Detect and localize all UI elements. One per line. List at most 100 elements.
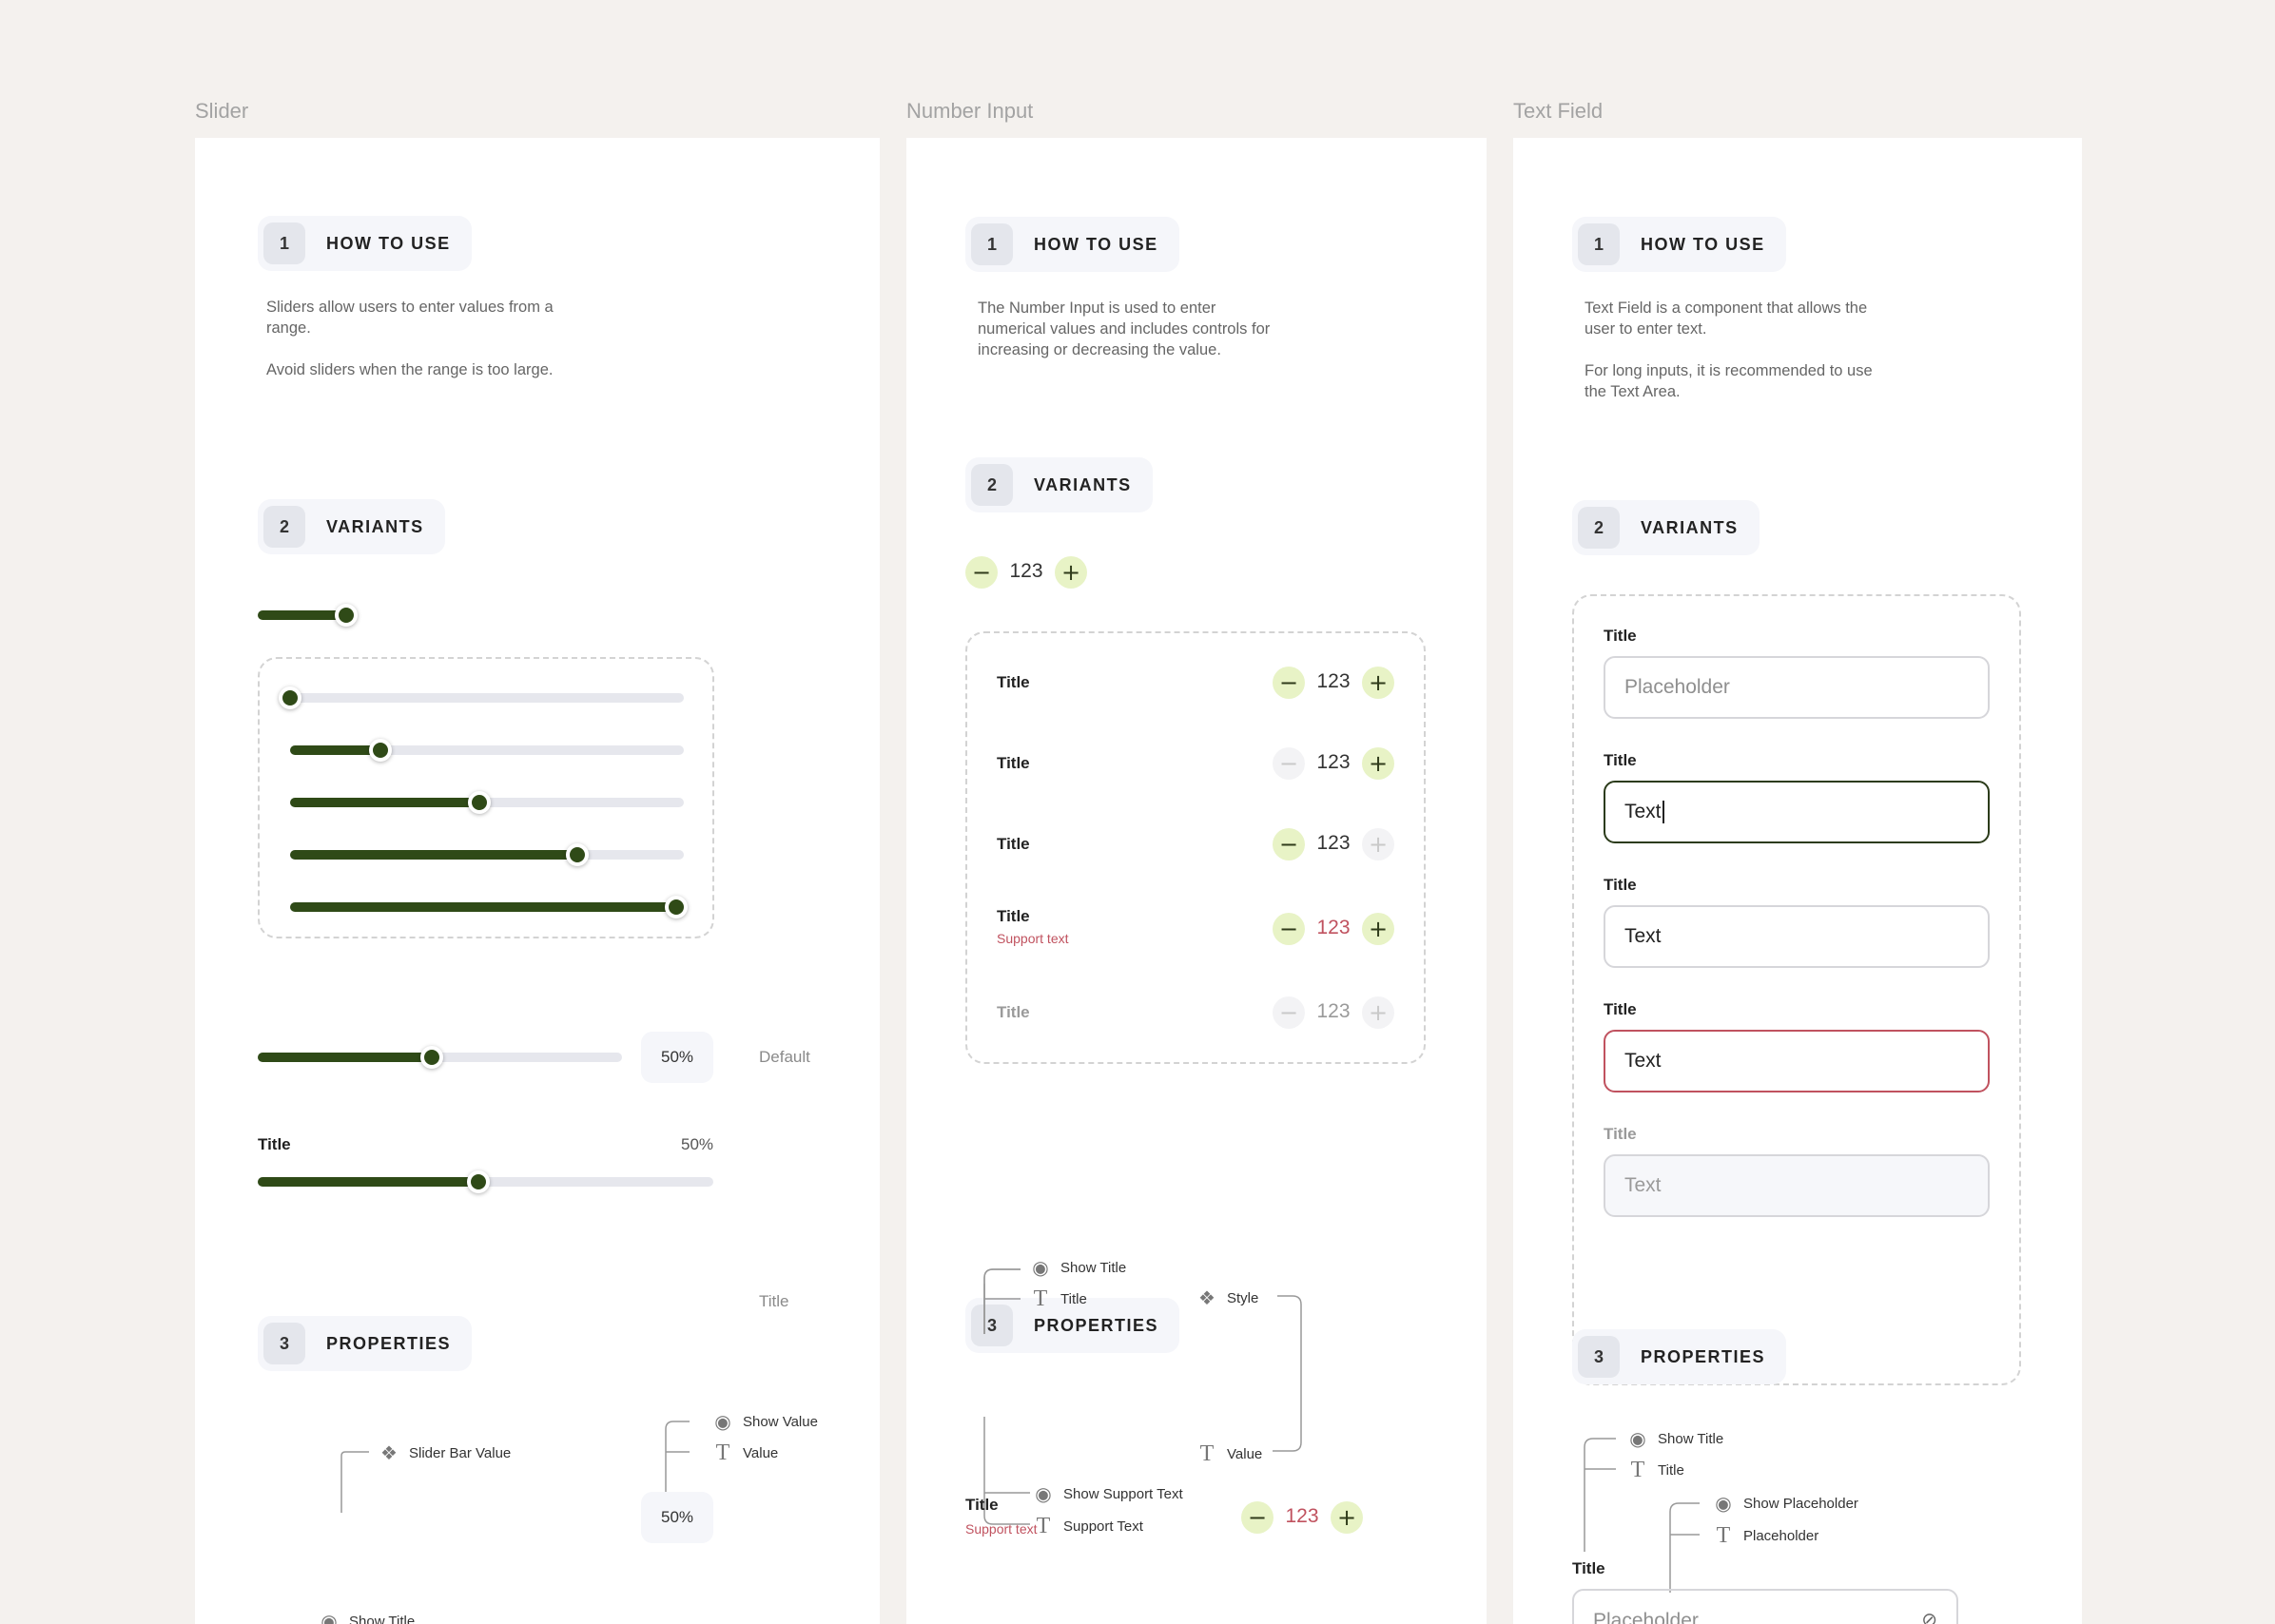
increment-button[interactable]: +	[1362, 913, 1394, 945]
value-prop: T Value	[1196, 1441, 1263, 1467]
prop-label: Show Support Text	[1063, 1485, 1183, 1502]
decrement-button[interactable]: −	[1273, 667, 1305, 699]
show-support-text-prop: ◉ Show Support Text	[1033, 1482, 1183, 1505]
decrement-button[interactable]: −	[1241, 1501, 1274, 1534]
section-label: VARIANTS	[1641, 517, 1739, 537]
mini-slider[interactable]	[258, 604, 358, 627]
show-title-prop: ◉ Show Title	[319, 1610, 415, 1624]
variant-slider[interactable]	[279, 686, 684, 709]
variant-slider[interactable]	[290, 843, 684, 866]
field-title: Title	[1604, 751, 1637, 769]
text-icon: T	[1716, 1523, 1731, 1548]
increment-button[interactable]: +	[1362, 667, 1394, 699]
increment-button[interactable]: +	[1362, 747, 1394, 780]
slider-thumb[interactable]	[468, 791, 491, 814]
text-field-focused[interactable]: Text	[1604, 781, 1990, 843]
prop-label: Show Title	[1658, 1430, 1724, 1447]
eye-icon: ◉	[1032, 1256, 1049, 1279]
increment-button-disabled[interactable]: +	[1362, 828, 1394, 860]
row-support-text: Support text	[997, 931, 1069, 946]
number-value-disabled[interactable]: 123	[1316, 1000, 1351, 1022]
section-number: 1	[1578, 223, 1620, 265]
eye-off-icon[interactable]: ⊘	[1921, 1608, 1937, 1624]
field-value: Text	[1624, 801, 1662, 822]
variant-slider[interactable]	[290, 739, 684, 762]
title-prop: T Title	[1030, 1286, 1087, 1312]
prop-label: Show Placeholder	[1743, 1495, 1858, 1512]
row-title: Title	[997, 754, 1030, 772]
slider-fill	[258, 1053, 432, 1062]
decrement-button[interactable]: −	[965, 556, 998, 589]
section-label: HOW TO USE	[1641, 234, 1765, 254]
style-prop: ❖ Style	[1196, 1286, 1258, 1309]
number-value[interactable]: 123	[1009, 560, 1043, 582]
text-field-error[interactable]: Text	[1604, 1030, 1990, 1092]
text-field-disabled[interactable]: Text	[1604, 1154, 1990, 1217]
properties-text-field[interactable]: Placeholder ⊘	[1572, 1589, 1958, 1624]
slider-thumb[interactable]	[566, 843, 589, 866]
text-cursor	[1662, 801, 1664, 823]
number-description: The Number Input is used to enter numeri…	[978, 300, 1271, 358]
decrement-button[interactable]: −	[1273, 913, 1305, 945]
number-value-error[interactable]: 123	[1285, 1505, 1319, 1527]
text-icon: T	[715, 1440, 730, 1465]
text-field-placeholder[interactable]: Placeholder	[1604, 656, 1990, 719]
decrement-button-disabled[interactable]: −	[1273, 747, 1305, 780]
number-value-error[interactable]: 123	[1316, 917, 1351, 938]
prop-label: Title	[1060, 1291, 1087, 1307]
section-label: PROPERTIES	[1034, 1315, 1159, 1335]
variant-slider[interactable]	[290, 791, 684, 814]
prop-label: Show Value	[743, 1413, 818, 1430]
slider-card: 1 HOW TO USE Sliders allow users to ente…	[195, 138, 880, 1624]
decrement-button-disabled[interactable]: −	[1273, 996, 1305, 1029]
variant-slider[interactable]	[290, 896, 688, 918]
properties-value-box: 50%	[641, 1492, 713, 1543]
number-value[interactable]: 123	[1316, 751, 1351, 773]
section-number: 3	[263, 1323, 305, 1364]
slider-how-to-use-header: 1 HOW TO USE	[258, 216, 472, 271]
prop-label: Show Title	[349, 1613, 416, 1624]
titled-variant-label: Title	[759, 1292, 789, 1310]
text-how-to-use-header: 1 HOW TO USE	[1572, 217, 1786, 272]
slider-thumb[interactable]	[665, 896, 688, 918]
slider-fill	[290, 850, 577, 860]
slider-thumb[interactable]	[420, 1046, 443, 1069]
titled-slider[interactable]	[258, 1170, 713, 1193]
default-slider[interactable]	[258, 1046, 622, 1069]
text-field-description-2: For long inputs, it is recommended to us…	[1585, 362, 1873, 400]
mini-slider-thumb[interactable]	[335, 604, 358, 627]
show-placeholder-prop: ◉ Show Placeholder	[1713, 1492, 1858, 1515]
show-title-prop: ◉ Show Title	[1030, 1256, 1126, 1279]
eye-icon: ◉	[1629, 1427, 1646, 1450]
text-field-filled[interactable]: Text	[1604, 905, 1990, 968]
number-value[interactable]: 123	[1316, 670, 1351, 692]
number-value[interactable]: 123	[1316, 832, 1351, 854]
section-number: 3	[1578, 1336, 1620, 1378]
placeholder-prop: T Placeholder	[1713, 1523, 1819, 1549]
slider-fill	[290, 902, 676, 912]
properties-field-title: Title	[1572, 1559, 1605, 1577]
section-number: 1	[971, 223, 1013, 265]
eye-icon: ◉	[1035, 1482, 1052, 1505]
slider-bar-value-prop: ❖ Slider Bar Value	[379, 1441, 511, 1464]
eye-icon: ◉	[1715, 1492, 1732, 1515]
decrement-button[interactable]: −	[1273, 828, 1305, 860]
slider-description-1: Sliders allow users to enter values from…	[266, 299, 554, 337]
slider-thumb[interactable]	[369, 739, 392, 762]
slider-thumb[interactable]	[279, 686, 301, 709]
properties-row-support: Support text	[965, 1521, 1038, 1537]
section-label: HOW TO USE	[1034, 234, 1158, 254]
increment-button-disabled[interactable]: +	[1362, 996, 1394, 1029]
text-icon: T	[1199, 1441, 1215, 1466]
text-icon: T	[1630, 1458, 1645, 1482]
increment-button[interactable]: +	[1055, 556, 1087, 589]
increment-button[interactable]: +	[1331, 1501, 1363, 1534]
text-icon: T	[1036, 1514, 1051, 1538]
prop-label: Style	[1227, 1289, 1259, 1306]
text-properties-header: 3 PROPERTIES	[1572, 1329, 1787, 1384]
section-label: PROPERTIES	[326, 1333, 452, 1353]
field-title-disabled: Title	[1604, 1125, 1637, 1143]
default-variant-label: Default	[759, 1048, 810, 1066]
slider-thumb[interactable]	[467, 1170, 490, 1193]
number-connectors	[983, 1268, 1302, 1525]
